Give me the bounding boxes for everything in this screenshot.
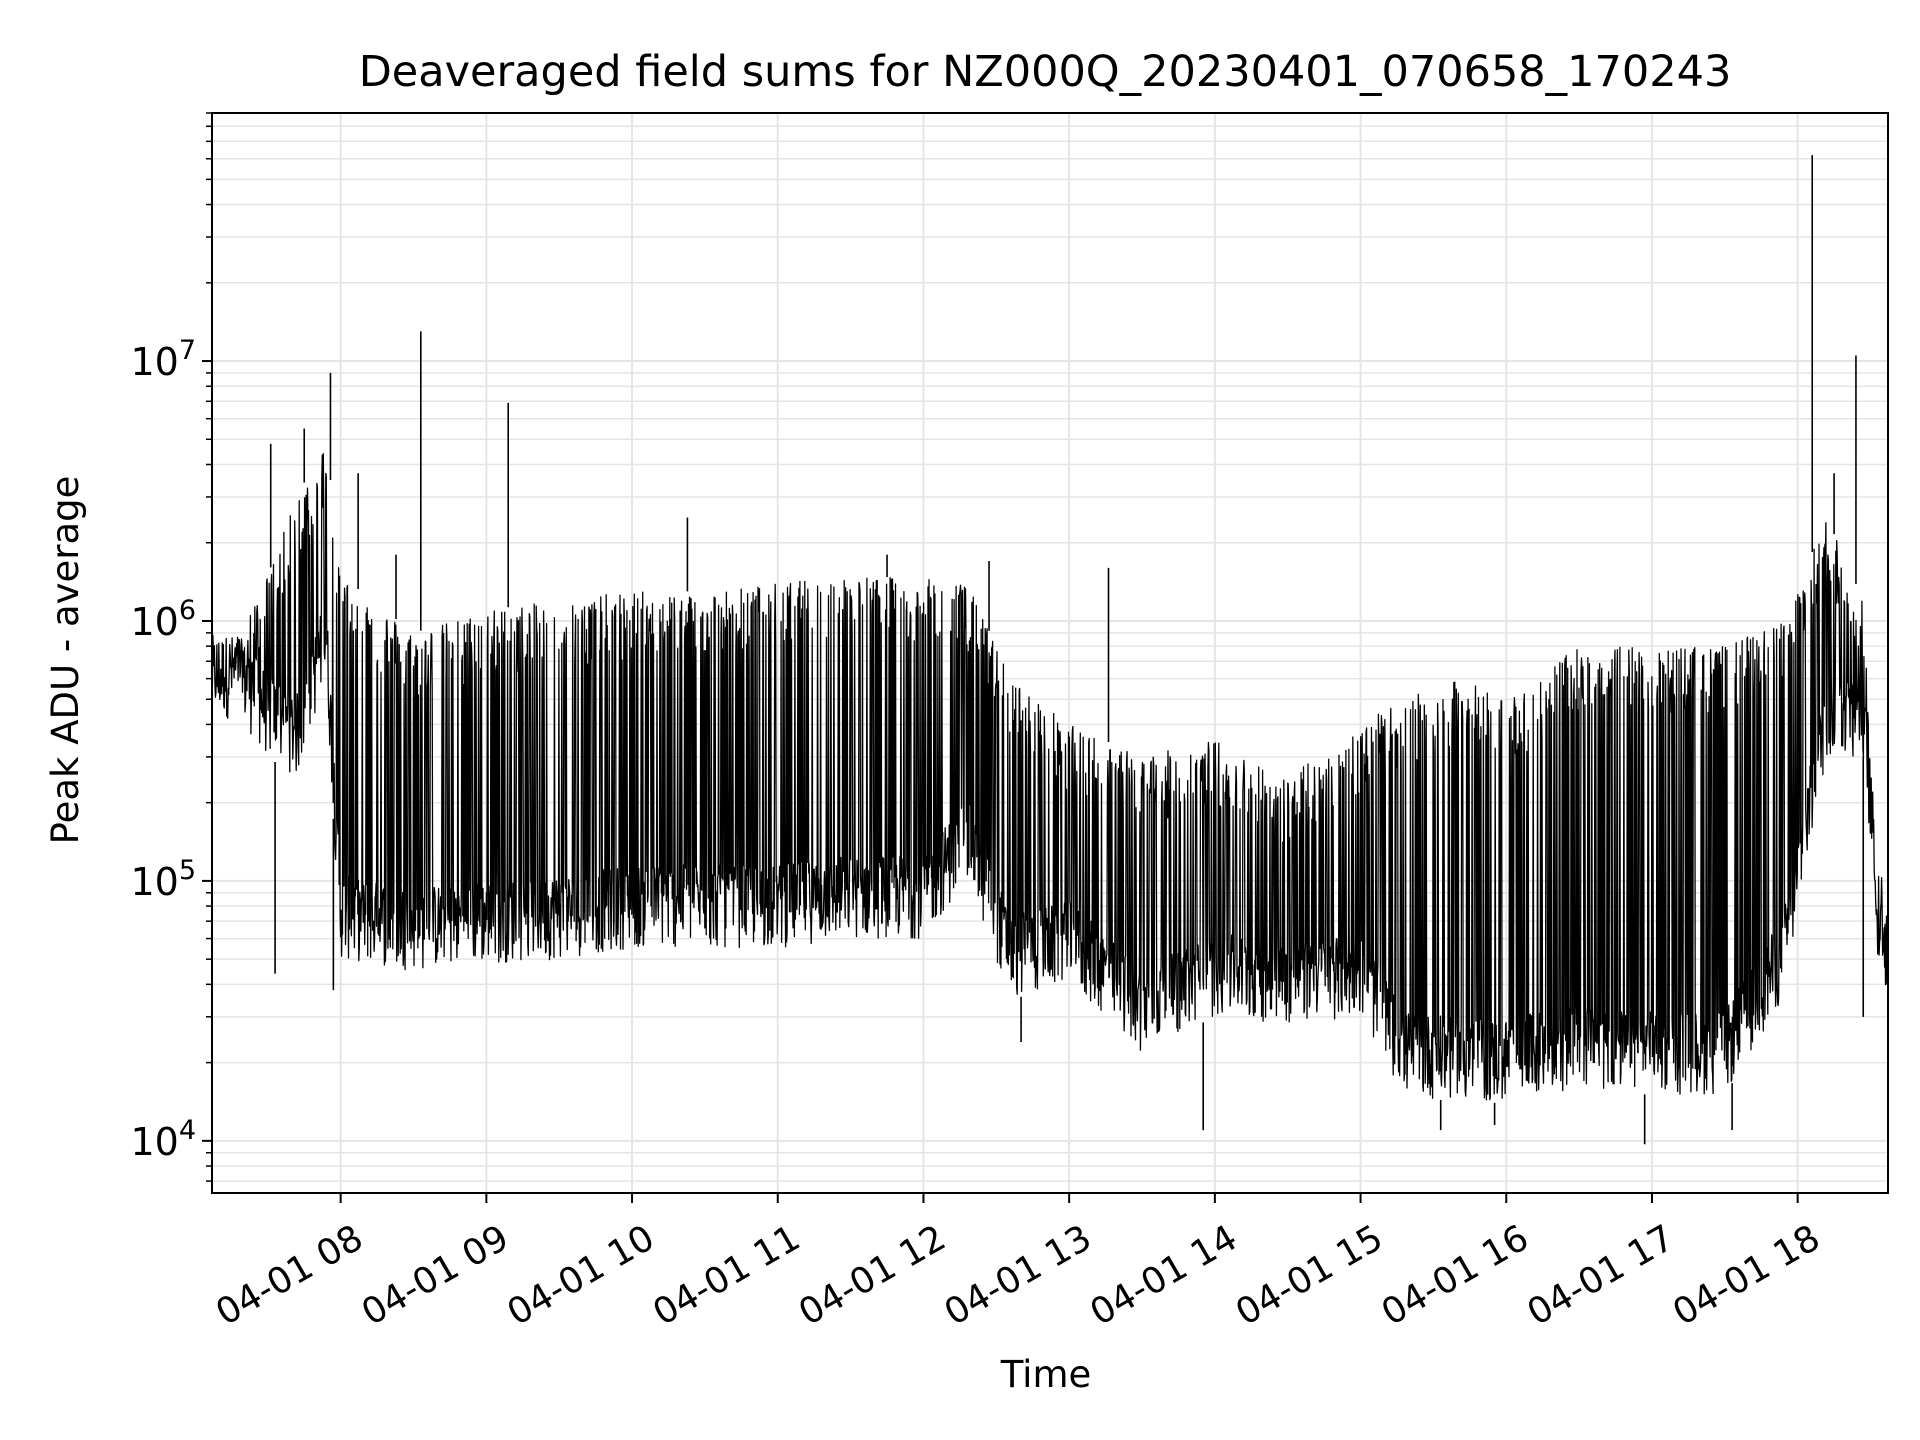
y-tick-label: 106 — [130, 595, 196, 644]
y-tick-label: 104 — [130, 1115, 196, 1164]
y-tick-label: 107 — [130, 335, 196, 384]
y-tick-label: 105 — [130, 855, 196, 904]
y-axis-ticks: 104 105 106 107 — [130, 112, 212, 1182]
x-axis-label: Time — [1000, 1353, 1092, 1396]
axes — [211, 112, 1889, 1194]
series-path — [211, 453, 1889, 1101]
plot-frame — [211, 112, 1889, 1194]
chart-title: Deaveraged field sums for NZ000Q_2023040… — [359, 47, 1732, 97]
y-axis-label: Peak ADU - average — [44, 476, 87, 845]
series-line — [211, 155, 1889, 1145]
